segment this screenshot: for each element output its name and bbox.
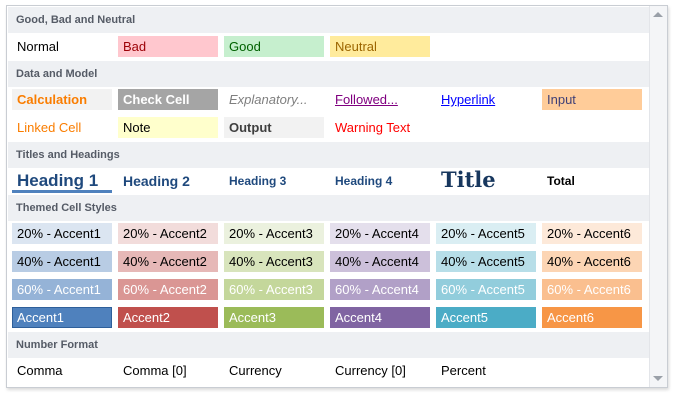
style-accent2[interactable]: Accent2 <box>118 307 218 328</box>
style-good[interactable]: Good <box>224 36 324 57</box>
cell-styles-gallery: Good, Bad and Neutral Normal Bad Good Ne… <box>6 5 668 388</box>
section-header-themed-cell-styles: Themed Cell Styles <box>8 195 649 221</box>
style-20-accent1[interactable]: 20% - Accent1 <box>12 223 112 244</box>
style-total[interactable]: Total <box>547 174 575 188</box>
style-60-accent3[interactable]: 60% - Accent3 <box>224 279 324 300</box>
style-title[interactable]: Title <box>441 167 496 192</box>
style-20-accent5[interactable]: 20% - Accent5 <box>436 223 536 244</box>
style-40-accent3[interactable]: 40% - Accent3 <box>224 251 324 272</box>
style-percent[interactable]: Percent <box>441 363 486 378</box>
style-40-accent1[interactable]: 40% - Accent1 <box>12 251 112 272</box>
section-header-good-bad-neutral: Good, Bad and Neutral <box>8 7 649 33</box>
style-normal[interactable]: Normal <box>12 36 112 57</box>
section-header-number-format: Number Format <box>8 332 649 358</box>
style-accent1[interactable]: Accent1 <box>12 307 112 328</box>
style-heading-2[interactable]: Heading 2 <box>123 173 190 189</box>
style-currency-0[interactable]: Currency [0] <box>335 363 406 378</box>
style-check-cell[interactable]: Check Cell <box>118 89 218 110</box>
style-input[interactable]: Input <box>542 89 642 110</box>
style-currency[interactable]: Currency <box>229 363 282 378</box>
style-60-accent2[interactable]: 60% - Accent2 <box>118 279 218 300</box>
style-hyperlink[interactable]: Hyperlink <box>441 92 496 107</box>
style-explanatory[interactable]: Explanatory... <box>229 92 308 107</box>
style-40-accent4[interactable]: 40% - Accent4 <box>330 251 430 272</box>
style-comma-0[interactable]: Comma [0] <box>123 363 187 378</box>
style-followed-hyperlink[interactable]: Followed... <box>335 92 398 107</box>
style-40-accent2[interactable]: 40% - Accent2 <box>118 251 218 272</box>
style-20-accent2[interactable]: 20% - Accent2 <box>118 223 218 244</box>
style-accent5[interactable]: Accent5 <box>436 307 536 328</box>
style-heading-1[interactable]: Heading 1 <box>12 169 112 193</box>
style-output[interactable]: Output <box>224 117 324 138</box>
style-40-accent5[interactable]: 40% - Accent5 <box>436 251 536 272</box>
section-header-titles-headings: Titles and Headings <box>8 142 649 168</box>
style-accent3[interactable]: Accent3 <box>224 307 324 328</box>
style-60-accent5[interactable]: 60% - Accent5 <box>436 279 536 300</box>
style-20-accent4[interactable]: 20% - Accent4 <box>330 223 430 244</box>
style-60-accent6[interactable]: 60% - Accent6 <box>542 279 642 300</box>
style-heading-4[interactable]: Heading 4 <box>335 174 393 188</box>
style-40-accent6[interactable]: 40% - Accent6 <box>542 251 642 272</box>
style-warning-text[interactable]: Warning Text <box>335 120 411 135</box>
style-neutral[interactable]: Neutral <box>330 36 430 57</box>
style-calculation[interactable]: Calculation <box>12 89 112 110</box>
style-accent6[interactable]: Accent6 <box>542 307 642 328</box>
style-60-accent1[interactable]: 60% - Accent1 <box>12 279 112 300</box>
vertical-scrollbar[interactable] <box>649 6 667 387</box>
style-comma[interactable]: Comma <box>17 363 63 378</box>
section-header-data-model: Data and Model <box>8 61 649 87</box>
style-linked-cell[interactable]: Linked Cell <box>17 120 82 135</box>
style-60-accent4[interactable]: 60% - Accent4 <box>330 279 430 300</box>
scroll-down-icon[interactable] <box>653 376 663 381</box>
style-20-accent6[interactable]: 20% - Accent6 <box>542 223 642 244</box>
style-20-accent3[interactable]: 20% - Accent3 <box>224 223 324 244</box>
style-accent4[interactable]: Accent4 <box>330 307 430 328</box>
scroll-up-icon[interactable] <box>653 12 663 17</box>
style-bad[interactable]: Bad <box>118 36 218 57</box>
style-note[interactable]: Note <box>118 117 218 138</box>
style-heading-3[interactable]: Heading 3 <box>229 174 287 188</box>
